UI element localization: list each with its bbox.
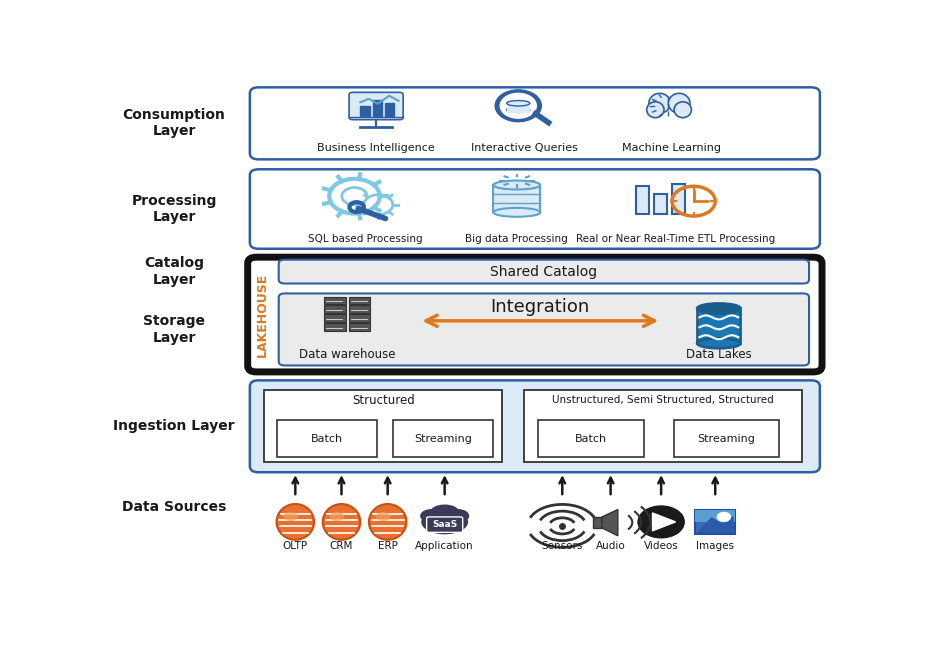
Bar	[524, 390, 802, 462]
Ellipse shape	[430, 504, 459, 519]
Text: LAKEHOUSE: LAKEHOUSE	[256, 272, 269, 357]
Bar	[506, 106, 530, 113]
Text: Videos: Videos	[643, 541, 679, 551]
Bar	[393, 420, 492, 457]
Ellipse shape	[674, 102, 692, 117]
FancyBboxPatch shape	[250, 381, 820, 472]
Ellipse shape	[668, 94, 690, 114]
Text: Consumption
Layer: Consumption Layer	[123, 108, 225, 139]
Text: Streaming: Streaming	[697, 433, 755, 444]
Ellipse shape	[697, 304, 740, 313]
Ellipse shape	[420, 509, 443, 523]
Ellipse shape	[277, 504, 314, 540]
Text: Integration: Integration	[491, 298, 590, 316]
Ellipse shape	[647, 102, 664, 117]
Ellipse shape	[506, 107, 530, 112]
Bar	[697, 308, 740, 343]
Text: Big data Processing: Big data Processing	[466, 233, 568, 244]
FancyBboxPatch shape	[349, 92, 403, 120]
Ellipse shape	[697, 338, 740, 348]
Bar	[372, 100, 382, 115]
Text: Streaming: Streaming	[413, 433, 472, 444]
Bar	[324, 314, 345, 322]
Bar	[360, 106, 370, 115]
Polygon shape	[653, 513, 676, 531]
Circle shape	[495, 90, 541, 122]
Bar	[654, 194, 667, 213]
Bar	[324, 297, 345, 304]
Text: Sensors: Sensors	[542, 541, 583, 551]
Text: Data warehouse: Data warehouse	[299, 348, 396, 361]
Text: Images: Images	[696, 541, 735, 551]
Circle shape	[500, 94, 536, 118]
Bar	[349, 323, 371, 331]
Bar	[674, 420, 779, 457]
Circle shape	[718, 513, 731, 521]
Ellipse shape	[376, 512, 391, 521]
Text: Machine Learning: Machine Learning	[623, 143, 722, 154]
FancyBboxPatch shape	[248, 257, 822, 372]
Text: SaaS: SaaS	[432, 520, 457, 529]
Text: Data Lakes: Data Lakes	[686, 348, 751, 361]
Text: Business Intelligence: Business Intelligence	[317, 143, 435, 154]
Bar	[493, 185, 540, 212]
Ellipse shape	[323, 504, 360, 540]
Text: Unstructured, Semi Structured, Structured: Unstructured, Semi Structured, Structure…	[552, 395, 774, 405]
Ellipse shape	[493, 208, 540, 217]
FancyBboxPatch shape	[278, 293, 809, 366]
Text: Batch: Batch	[575, 433, 607, 444]
FancyBboxPatch shape	[278, 260, 809, 284]
Bar	[538, 420, 644, 457]
Bar	[324, 323, 345, 331]
Ellipse shape	[493, 181, 540, 190]
Ellipse shape	[330, 512, 344, 521]
Ellipse shape	[649, 94, 670, 114]
Ellipse shape	[446, 509, 469, 523]
Bar	[593, 517, 602, 528]
Bar	[695, 510, 735, 534]
Ellipse shape	[421, 510, 468, 534]
Text: Ingestion Layer: Ingestion Layer	[114, 419, 235, 433]
Bar	[264, 390, 503, 462]
Bar	[349, 314, 371, 322]
Ellipse shape	[506, 101, 530, 106]
Text: Catalog
Layer: Catalog Layer	[144, 257, 204, 286]
Bar	[385, 103, 394, 115]
Text: Storage
Layer: Storage Layer	[143, 314, 205, 344]
Polygon shape	[697, 517, 733, 532]
Text: OLTP: OLTP	[283, 541, 308, 551]
Ellipse shape	[283, 512, 298, 521]
Text: Structured: Structured	[352, 393, 414, 407]
Text: Shared Catalog: Shared Catalog	[491, 264, 598, 279]
Bar	[672, 184, 685, 213]
Text: Data Sources: Data Sources	[122, 500, 226, 514]
Polygon shape	[602, 510, 618, 536]
Text: Batch: Batch	[311, 433, 344, 444]
Bar	[636, 186, 649, 213]
Text: Application: Application	[415, 541, 474, 551]
Text: SQL based Processing: SQL based Processing	[308, 233, 423, 244]
Circle shape	[638, 506, 684, 538]
Ellipse shape	[369, 504, 407, 540]
Bar	[695, 510, 735, 522]
Bar	[349, 306, 371, 313]
FancyBboxPatch shape	[250, 87, 820, 159]
Text: Audio: Audio	[596, 541, 626, 551]
Bar	[277, 420, 377, 457]
Text: Real or Near Real-Time ETL Processing: Real or Near Real-Time ETL Processing	[576, 233, 776, 244]
Bar	[324, 306, 345, 313]
FancyBboxPatch shape	[250, 169, 820, 249]
Text: Processing
Layer: Processing Layer	[131, 194, 217, 224]
FancyBboxPatch shape	[426, 517, 463, 532]
Text: Interactive Queries: Interactive Queries	[470, 143, 577, 154]
Bar	[349, 297, 371, 304]
Text: ERP: ERP	[378, 541, 398, 551]
Text: CRM: CRM	[330, 541, 353, 551]
